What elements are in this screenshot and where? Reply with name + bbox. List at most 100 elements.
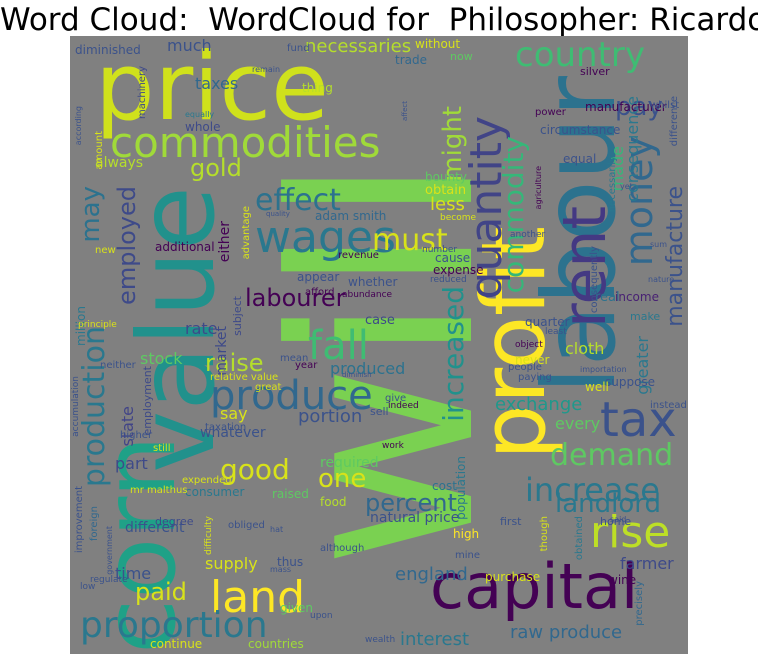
cloud-word: yet [620, 182, 633, 191]
cloud-word: suppose [605, 375, 656, 389]
cloud-word: landlord [555, 489, 662, 519]
cloud-word: gold [190, 154, 242, 182]
cloud-word: new [95, 245, 116, 256]
cloud-word: less [430, 194, 465, 215]
cloud-word: obtained [574, 516, 585, 561]
cloud-word: mass [270, 565, 292, 574]
cloud-word: though [539, 516, 550, 552]
cloud-word: whole [185, 120, 221, 134]
cloud-word: given [280, 601, 314, 615]
cloud-word: adam smith [315, 209, 387, 223]
cloud-word: sum [650, 240, 668, 249]
cloud-word: now [450, 50, 473, 63]
cloud-word: quality [266, 210, 290, 218]
cloud-word: relative value [210, 372, 279, 383]
cloud-word: supply [205, 554, 258, 573]
cloud-word: wages [255, 212, 396, 263]
cloud-word: mine [455, 550, 481, 561]
cloud-word: hat [270, 525, 284, 534]
cloud-word: production [77, 326, 112, 488]
cloud-word: proportion [80, 605, 268, 646]
cloud-word: upon [310, 611, 333, 621]
cloud-word: afford [305, 287, 335, 298]
cloud-word: food [320, 495, 347, 509]
cloud-word: abundance [342, 290, 393, 300]
cloud-word: country [515, 36, 646, 75]
cloud-word: capital [430, 550, 639, 623]
cloud-word: regulate [90, 575, 128, 585]
cloud-word: improvement [74, 486, 85, 554]
cloud-word: farmer [620, 554, 674, 573]
cloud-word: equally [185, 110, 215, 119]
cloud-word: number [422, 245, 458, 255]
cloud-word: may [76, 186, 106, 243]
cloud-word: work [382, 441, 404, 451]
cloud-word: required [320, 455, 379, 471]
cloud-word: case [365, 313, 395, 328]
cloud-word: increase [525, 471, 660, 509]
cloud-word: commodity [497, 136, 530, 294]
cloud-word: rise [590, 507, 671, 558]
cloud-word: low [80, 582, 96, 592]
cloud-word: produced [330, 359, 406, 378]
cloud-word: population [454, 456, 468, 520]
cloud-word: revenue [338, 250, 379, 261]
cloud-word: one [318, 464, 367, 494]
cloud-word: expense [433, 263, 484, 277]
cloud-word: higher [120, 430, 153, 441]
cloud-word: different [125, 520, 185, 536]
cloud-word: equal [563, 152, 597, 166]
cloud-word: fall [308, 323, 369, 369]
cloud-word: commodities [110, 118, 381, 167]
cloud-word: never [515, 353, 550, 367]
cloud-word: least [545, 327, 567, 337]
cloud-word: natural price [370, 510, 460, 526]
cloud-word: fund [287, 43, 310, 54]
cloud-word: although [320, 543, 365, 554]
cloud-word: real [595, 290, 620, 305]
cloud-word: necessaries [305, 36, 412, 57]
cloud-word: interest [400, 629, 470, 650]
cloud-word: market [214, 326, 230, 376]
cloud-word: whether [348, 275, 398, 289]
cloud-word: additional [155, 240, 215, 254]
cloud-word: high [453, 527, 480, 541]
cloud-word: raise [205, 349, 264, 377]
cloud-word: silver [580, 65, 610, 78]
cloud-word: become [440, 213, 477, 223]
cloud-word: neither [100, 360, 136, 371]
cloud-word: mean [280, 353, 309, 364]
cloud-word: cause [435, 251, 471, 265]
cloud-word: rate [185, 319, 218, 338]
cloud-word: employment [141, 366, 154, 436]
cloud-word: make [630, 310, 661, 323]
cloud-word: principle [78, 320, 117, 330]
cloud-word: labourer [245, 284, 346, 312]
cloud-word: circumstance [540, 123, 621, 137]
cloud-word: difference [669, 96, 680, 147]
cloud-word: always [95, 155, 144, 171]
cloud-word: whilst [650, 100, 680, 111]
cloud-word: trade [395, 53, 427, 67]
cloud-word: cost [432, 479, 457, 493]
cloud-word: employed [113, 186, 141, 305]
cloud-word: according [74, 106, 83, 146]
cloud-word: say [220, 404, 248, 423]
cloud-word: object [515, 340, 543, 350]
cloud-word: expended [182, 475, 232, 486]
cloud-word: well [585, 380, 609, 394]
cloud-word: accumulation [71, 376, 81, 437]
cloud-word: time [115, 564, 152, 583]
cloud-word: first [500, 515, 522, 528]
cloud-word: sell [370, 405, 389, 418]
cloud-word: another [510, 230, 546, 240]
cloud-word: affect [401, 101, 409, 122]
cloud-word: purchase [485, 570, 541, 584]
cloud-word: exchange [495, 394, 583, 415]
cloud-word: raised [272, 487, 309, 501]
cloud-word: amount [94, 131, 105, 170]
cloud-word: price [95, 36, 329, 142]
cloud-word: pay [615, 92, 663, 122]
cloud-word: cloth [565, 339, 605, 358]
cloud-word: indeed [388, 401, 419, 411]
